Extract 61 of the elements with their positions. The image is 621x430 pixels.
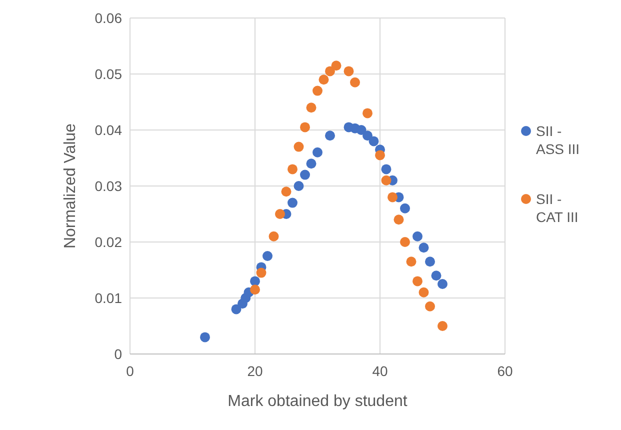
point: [412, 276, 422, 286]
point: [306, 158, 316, 169]
point: [200, 332, 210, 342]
point: [312, 147, 322, 158]
y-tick-label: 0.01: [94, 290, 122, 306]
legend-label: SII - CAT III: [536, 190, 578, 226]
point: [412, 231, 422, 242]
point: [394, 214, 404, 225]
point: [438, 321, 448, 331]
point: [268, 231, 279, 242]
x-tick-label: 20: [247, 363, 263, 379]
point: [300, 170, 310, 180]
point: [325, 130, 335, 141]
point: [262, 251, 272, 261]
point: [381, 164, 392, 174]
point: [425, 301, 435, 312]
point: [250, 284, 260, 295]
point: [425, 256, 435, 267]
point: [362, 130, 372, 141]
point: [306, 102, 316, 113]
point: [418, 287, 429, 298]
point: [250, 276, 260, 286]
point: [288, 164, 298, 174]
point: [344, 66, 354, 76]
x-axis-title: Mark obtained by student: [228, 393, 408, 410]
y-tick-label: 0.04: [94, 122, 122, 138]
legend-label: SII - ASS III: [536, 122, 580, 158]
point: [288, 198, 298, 208]
point: [388, 192, 398, 202]
point: [438, 279, 448, 289]
y-tick-label: 0.06: [94, 10, 122, 26]
point: [275, 209, 285, 219]
point: [325, 66, 335, 76]
point: [362, 108, 372, 118]
y-tick-label: 0.02: [94, 234, 122, 250]
point: [350, 77, 360, 88]
point: [294, 181, 304, 191]
point: [312, 86, 322, 96]
y-tick-label: 0: [114, 346, 122, 362]
point: [281, 186, 292, 197]
point: [400, 203, 410, 214]
point: [318, 74, 329, 85]
point: [418, 242, 429, 253]
point: [431, 270, 442, 281]
point: [331, 60, 342, 71]
y-axis-title: Normalized Value: [62, 123, 79, 249]
y-tick-label: 0.03: [94, 178, 122, 194]
point: [231, 304, 242, 314]
x-tick-label: 60: [497, 363, 513, 379]
point: [406, 256, 416, 267]
x-tick-label: 40: [372, 363, 388, 379]
point: [400, 237, 410, 247]
point: [375, 150, 385, 160]
point: [356, 125, 366, 135]
x-tick-label: 0: [126, 363, 134, 379]
point: [381, 175, 392, 186]
point: [368, 136, 379, 146]
y-tick-label: 0.05: [94, 66, 122, 82]
point: [300, 122, 310, 132]
point: [294, 142, 304, 152]
point: [256, 268, 266, 278]
